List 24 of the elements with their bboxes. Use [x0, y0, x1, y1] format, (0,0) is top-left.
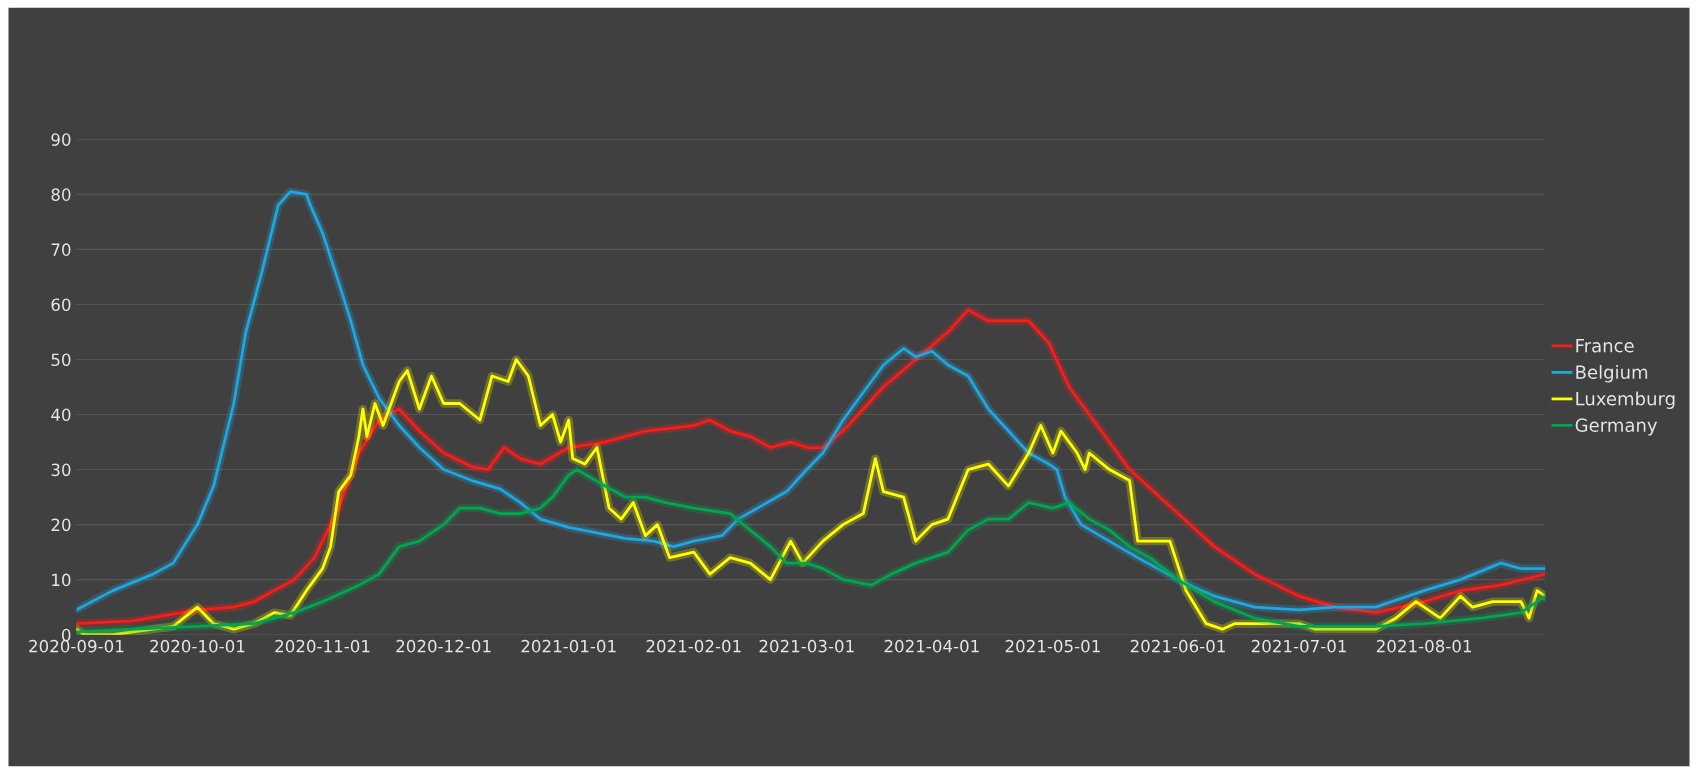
legend-label: France — [1576, 339, 1634, 353]
legend-label: Germany — [1575, 418, 1658, 436]
y-tick-label: 70 — [51, 243, 71, 256]
x-tick-label: 2021-03-01 — [759, 639, 854, 653]
legend-label: Luxemburg — [1576, 391, 1675, 409]
y-tick-label: 90 — [51, 133, 71, 146]
x-tick-label: 2020-12-01 — [396, 639, 491, 653]
y-tick-label: 40 — [51, 408, 71, 422]
x-tick-label: 2020-10-01 — [150, 639, 245, 653]
y-tick-label: 50 — [51, 353, 71, 367]
y-tick-label: 20 — [51, 518, 71, 532]
y-tick-label: 60 — [51, 298, 71, 312]
x-tick-label: 2021-04-01 — [884, 639, 979, 653]
x-tick-label: 2021-07-01 — [1251, 639, 1346, 653]
x-tick-label: 2021-06-01 — [1130, 639, 1225, 653]
x-tick-label: 2021-05-01 — [1005, 639, 1100, 653]
legend-label: Belgium — [1576, 365, 1648, 383]
x-tick-label: 2020-11-01 — [275, 639, 370, 653]
y-tick-label: 30 — [51, 463, 71, 477]
y-tick-label: 10 — [52, 573, 71, 587]
y-tick-label: 80 — [51, 188, 71, 201]
x-tick-label: 2021-02-01 — [646, 639, 741, 653]
x-tick-label: 2021-08-01 — [1376, 639, 1472, 653]
x-tick-label: 2021-01-01 — [521, 639, 616, 653]
